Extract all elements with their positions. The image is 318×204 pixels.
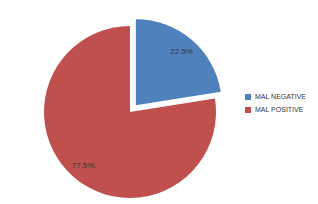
html-text:MAL POSITIVE: MAL POSITIVE [255, 106, 304, 113]
svg-text:22.5%: 22.5% [170, 47, 193, 56]
svg-text:77.5%,: 77.5%, [72, 161, 97, 170]
html-text:MAL NEGATIVE: MAL NEGATIVE [255, 93, 306, 100]
